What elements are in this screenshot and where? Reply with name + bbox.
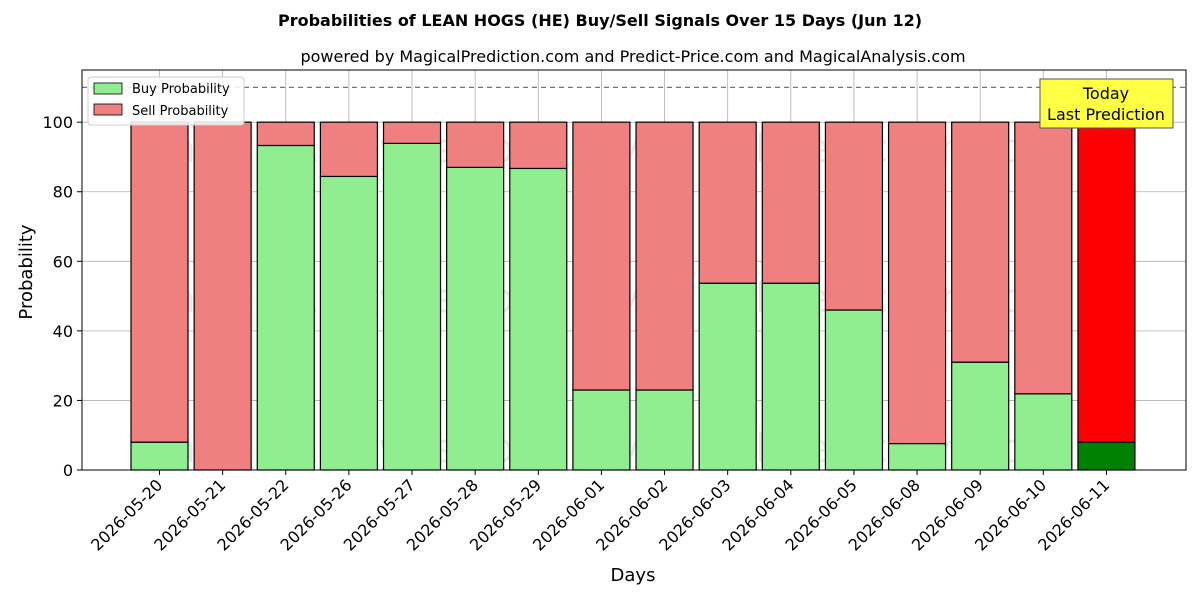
bar-sell: [382, 121, 442, 144]
chart-subtitle: powered by MagicalPrediction.com and Pre…: [300, 47, 965, 66]
bar-buy: [887, 442, 947, 471]
bar-sell: [446, 121, 505, 168]
bar-sell: [951, 121, 1010, 363]
bar-buy: [761, 282, 820, 471]
bar-sell: [887, 121, 947, 445]
bar-sell: [1077, 121, 1136, 443]
bar-buy: [256, 144, 315, 471]
bar-sell: [130, 121, 189, 443]
today-annotation-line2: Last Prediction: [1047, 105, 1165, 124]
bar-buy: [698, 282, 757, 471]
bar-buy: [382, 142, 442, 471]
bar-sell: [1014, 121, 1073, 395]
bar-sell: [824, 121, 884, 311]
bar-buy: [824, 309, 884, 471]
bar-buy: [130, 441, 189, 471]
x-axis-ticks: 2026-05-202026-05-212026-05-222026-05-26…: [87, 470, 1113, 555]
bars: [130, 121, 1136, 471]
y-tick-label: 60: [53, 252, 73, 271]
y-tick-label: 100: [42, 113, 73, 132]
bar-sell: [572, 121, 631, 391]
legend-sell-label: Sell Probability: [132, 104, 229, 119]
bar-buy: [635, 389, 694, 471]
legend-buy-label: Buy Probability: [132, 82, 230, 97]
x-axis-label: Days: [611, 565, 656, 586]
chart-title: Probabilities of LEAN HOGS (HE) Buy/Sell…: [278, 11, 922, 30]
bar-buy: [951, 361, 1010, 471]
bar-sell: [193, 121, 252, 471]
today-annotation: Today Last Prediction: [1039, 78, 1174, 129]
today-annotation-box: [1039, 78, 1174, 129]
bar-sell: [635, 121, 694, 391]
bar-buy: [1077, 441, 1136, 471]
bar-buy: [509, 167, 568, 471]
y-tick-label: 0: [63, 461, 73, 480]
bar-sell: [319, 121, 378, 178]
today-annotation-line1: Today: [1082, 84, 1129, 103]
bar-buy: [1014, 393, 1073, 471]
legend-sell-swatch: [93, 103, 123, 116]
y-tick-label: 40: [53, 322, 73, 341]
bar-sell: [256, 121, 315, 147]
legend-buy-swatch: [93, 82, 123, 95]
y-axis-label: Probability: [16, 224, 37, 319]
y-tick-label: 80: [53, 183, 73, 202]
bar-buy: [319, 175, 378, 471]
plot-frame: [81, 69, 1187, 471]
bar-sell: [698, 121, 757, 284]
legend: Buy Probability Sell Probability: [87, 76, 245, 126]
bar-buy: [572, 389, 631, 471]
y-axis-ticks: 0 20 40 60 80 100: [42, 113, 82, 480]
bar-sell: [509, 121, 568, 170]
bar-sell: [761, 121, 820, 284]
y-tick-label: 20: [53, 391, 73, 410]
bar-buy: [446, 166, 505, 471]
legend-box: [87, 76, 245, 126]
